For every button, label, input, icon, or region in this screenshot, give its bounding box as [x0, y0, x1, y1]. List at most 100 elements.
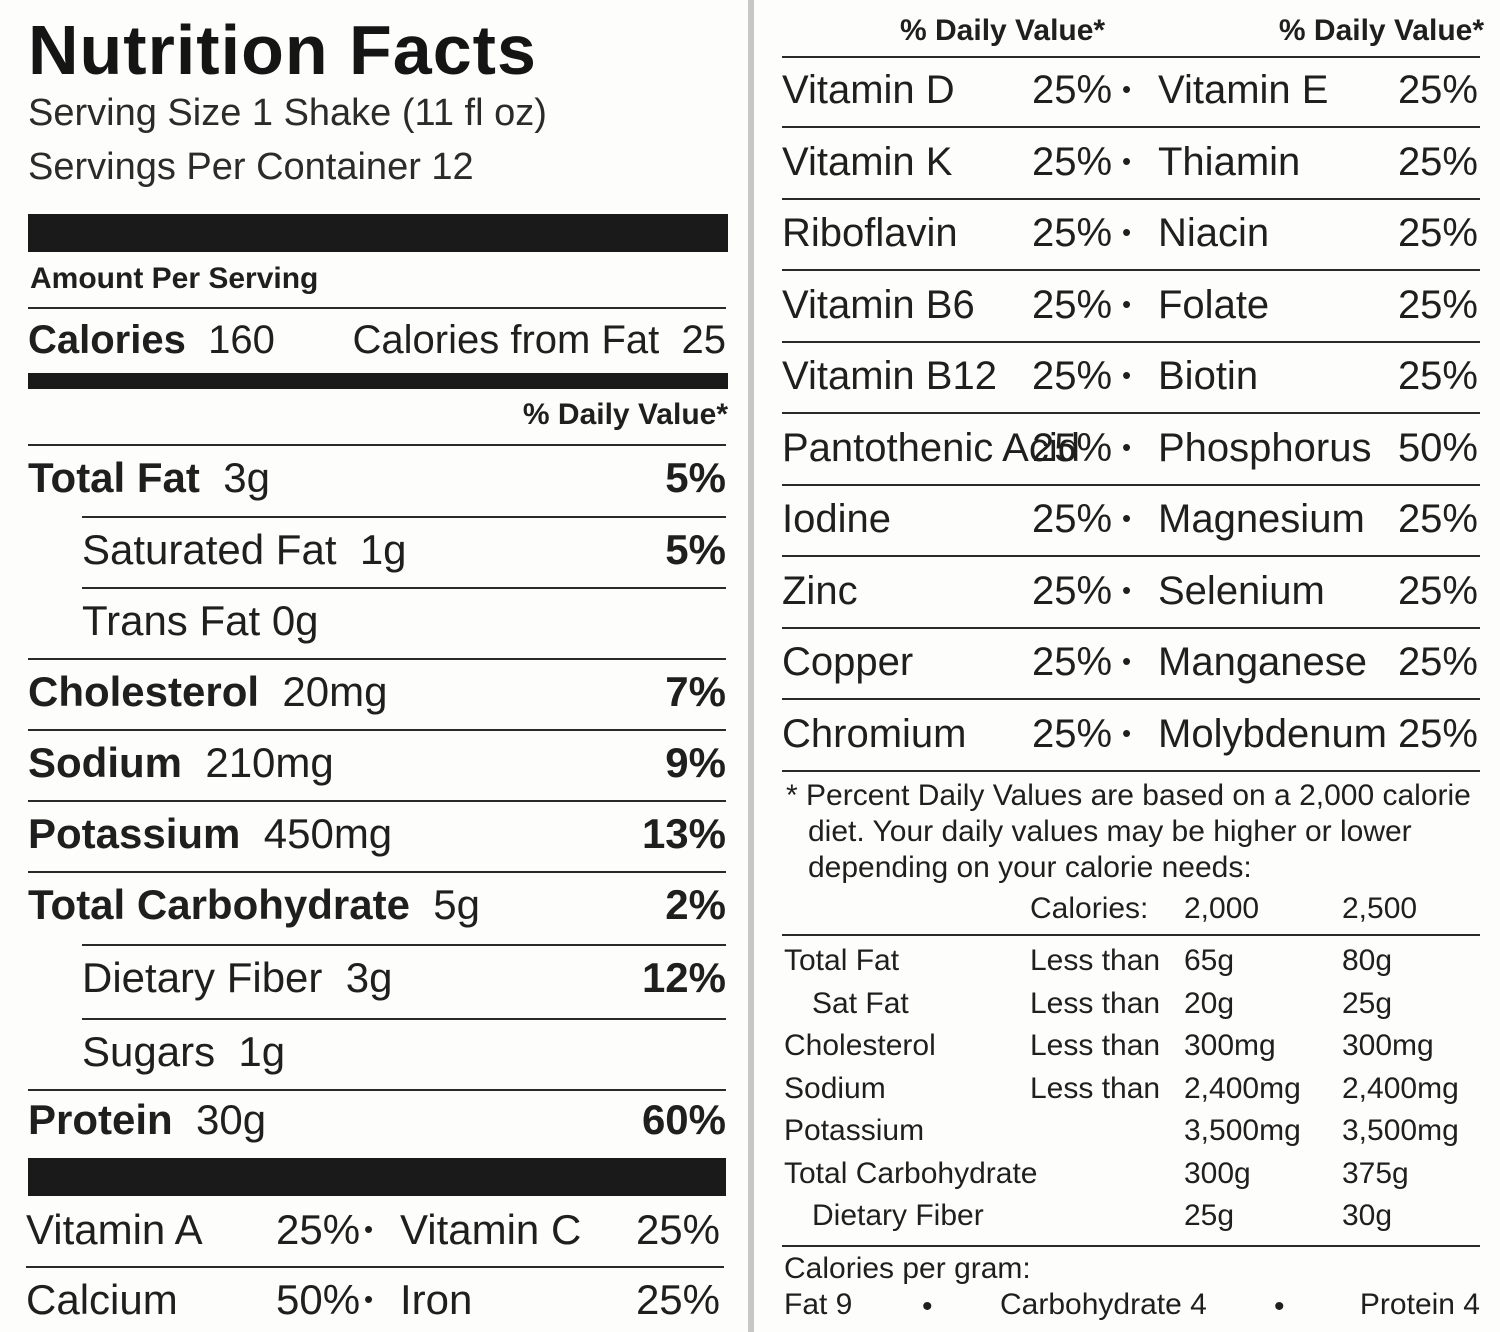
- vitamin-name: Copper: [782, 640, 914, 684]
- vitamin-percent: 25%: [1397, 354, 1478, 398]
- vitamin-row: Calcium 50% • Iron 25%: [26, 1276, 720, 1332]
- bullet: •: [1122, 217, 1132, 247]
- bullet: •: [1122, 74, 1132, 104]
- vitamin-name: Iron: [400, 1276, 473, 1323]
- vitamin-percent: 25%: [1032, 139, 1113, 184]
- vitamin-name: Iodine: [782, 497, 891, 541]
- ref-nutrient: Potassium: [784, 1114, 925, 1147]
- ref-header-2000: 2,000: [1184, 892, 1260, 925]
- bullet: •: [1122, 717, 1132, 748]
- nutrient-row-potassium: Potassium 450mg 13%: [28, 802, 726, 872]
- divider: [782, 698, 1480, 700]
- vitamin-percent: 25%: [276, 1206, 361, 1253]
- nutrient-amount: 1g: [238, 1028, 286, 1075]
- divider: [782, 769, 1480, 772]
- vitamin-percent: 25%: [1397, 139, 1478, 184]
- ref-value-2500: 80g: [1342, 944, 1393, 977]
- nutrient-label: Potassium: [28, 810, 241, 857]
- daily-value-header: % Daily Value*: [522, 398, 728, 431]
- footnote-line: * Percent Daily Values are based on a 2,…: [786, 779, 1471, 812]
- serving-size: Serving Size 1 Shake (11 fl oz): [28, 92, 547, 134]
- bullet: •: [922, 1290, 933, 1323]
- daily-value-header: % Daily Value*: [1278, 14, 1484, 47]
- vitamin-percent: 50%: [276, 1276, 361, 1323]
- nutrient-label: Trans Fat: [82, 597, 261, 644]
- divider: [82, 587, 726, 589]
- nutrient-row-total-fat: Total Fat 3g 5%: [28, 446, 726, 516]
- ref-value-2000: 300mg: [1184, 1029, 1276, 1062]
- ref-value-2500: 30g: [1342, 1199, 1393, 1232]
- nutrition-facts-main-panel: Nutrition Facts Serving Size 1 Shake (11…: [0, 0, 748, 1332]
- nutrient-row-dietary-fiber: Dietary Fiber 3g 12%: [28, 946, 726, 1016]
- vitamin-name: Selenium: [1158, 568, 1325, 613]
- vitamin-percent: 25%: [1032, 711, 1113, 756]
- divider: [782, 626, 1480, 629]
- divider: [26, 1266, 724, 1268]
- calories-label: Calories: [28, 318, 186, 362]
- nutrient-percent: 5%: [665, 454, 726, 501]
- divider: [782, 197, 1480, 200]
- nutrient-label: Saturated Fat: [82, 526, 337, 573]
- divider: [28, 307, 726, 309]
- ref-nutrient: Cholesterol: [784, 1029, 936, 1062]
- nutrient-amount: 30g: [196, 1096, 267, 1143]
- bullet: •: [364, 1284, 374, 1314]
- vitamin-name: Manganese: [1158, 640, 1368, 684]
- divider: [782, 483, 1480, 486]
- ref-value-2000: 300g: [1184, 1156, 1251, 1190]
- nutrient-amount: 450mg: [263, 810, 393, 857]
- vitamin-name: Vitamin B12: [782, 354, 997, 398]
- bullet: •: [1122, 646, 1132, 676]
- vitamin-percent: 25%: [1397, 640, 1478, 684]
- vitamin-row: Riboflavin 25% • Niacin 25%: [782, 211, 1478, 281]
- ref-value-2000: 25g: [1184, 1199, 1235, 1232]
- vitamin-percent: 25%: [1397, 711, 1478, 756]
- vitamin-row: Vitamin D 25% • Vitamin E 25%: [782, 68, 1478, 138]
- vitamin-name: Phosphorus: [1158, 425, 1372, 470]
- divider: [28, 658, 726, 660]
- vitamin-name: Vitamin A: [26, 1206, 203, 1253]
- ref-value-2500: 3,500mg: [1342, 1114, 1459, 1147]
- calories-from-fat: Calories from Fat 25: [353, 318, 726, 363]
- ref-nutrient: Total Fat: [784, 944, 900, 977]
- ref-header-calories: Calories:: [1030, 892, 1149, 925]
- vitamin-name: Magnesium: [1158, 497, 1365, 541]
- nutrition-facts-vitamins-panel: % Daily Value* % Daily Value* Vitamin D 2…: [754, 0, 1500, 1332]
- servings-per-container: Servings Per Container 12: [28, 146, 474, 188]
- nutrient-amount: 3g: [223, 454, 270, 501]
- calories-per-gram-label: Calories per gram:: [784, 1252, 1031, 1285]
- vitamin-name: Molybdenum: [1158, 711, 1388, 756]
- nutrient-percent: 2%: [665, 881, 726, 928]
- nutrient-percent: 7%: [665, 668, 726, 715]
- divider: [782, 340, 1480, 343]
- nutrient-amount: 210mg: [205, 739, 334, 786]
- vitamin-name: Folate: [1158, 282, 1270, 327]
- nutrient-amount: 3g: [345, 954, 393, 1001]
- divider: [782, 56, 1480, 58]
- nutrient-percent: 9%: [665, 739, 726, 786]
- bullet: •: [1122, 503, 1132, 533]
- nutrient-label: Protein: [28, 1096, 173, 1143]
- divider: [82, 1018, 726, 1020]
- nutrient-label: Sodium: [28, 739, 182, 786]
- vitamin-percent: 25%: [1397, 568, 1478, 613]
- divider: [28, 1089, 726, 1091]
- divider: [782, 126, 1480, 128]
- vitamin-name: Calcium: [26, 1276, 178, 1323]
- vitamin-name: Vitamin D: [782, 68, 955, 112]
- vitamin-percent: 25%: [1032, 211, 1113, 255]
- vitamin-row: Vitamin B12 25% • Biotin 25%: [782, 354, 1478, 424]
- vitamin-percent: 25%: [1032, 497, 1113, 541]
- ref-nutrient: Dietary Fiber: [812, 1199, 984, 1232]
- vitamin-percent: 25%: [1397, 282, 1478, 327]
- daily-value-footnote: * Percent Daily Values are based on a 2,…: [786, 778, 1471, 886]
- divider: [82, 944, 726, 946]
- ref-value-2000: 2,400mg: [1184, 1071, 1301, 1105]
- calories-value: 160: [208, 318, 275, 362]
- divider: [28, 444, 726, 446]
- divider: [782, 269, 1480, 271]
- vitamin-name: Chromium: [782, 711, 967, 756]
- vitamin-name: Riboflavin: [782, 211, 958, 255]
- nutrient-row-protein: Protein 30g 60%: [28, 1088, 726, 1158]
- vitamin-percent: 25%: [1032, 282, 1113, 327]
